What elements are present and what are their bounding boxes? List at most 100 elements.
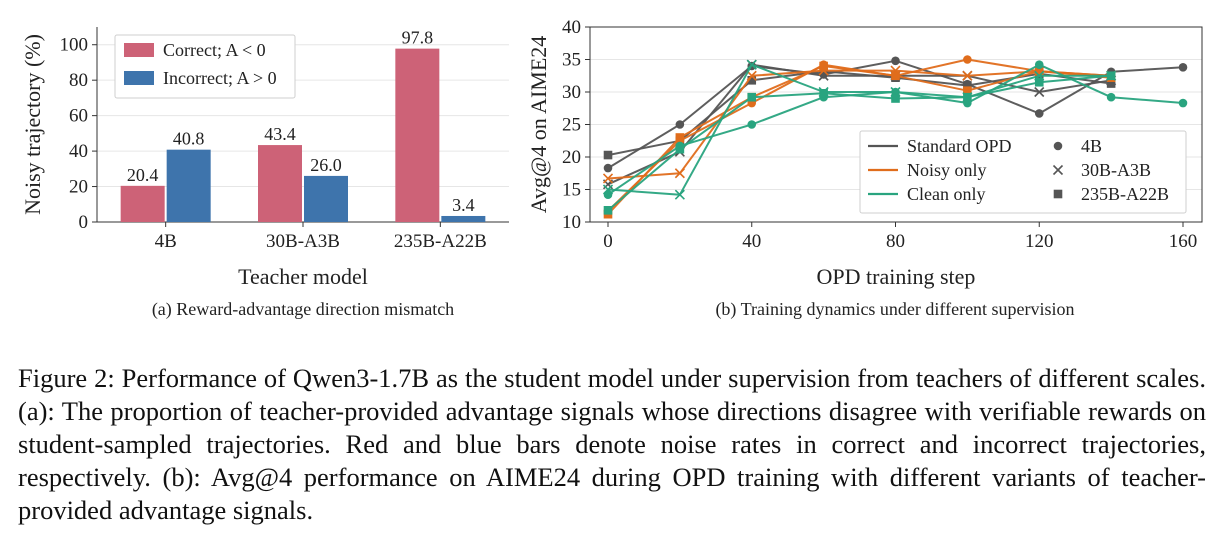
panel-caption-b: (b) Training dynamics under different su… xyxy=(715,299,1074,320)
data-point-square xyxy=(1106,79,1116,88)
data-point-circle xyxy=(603,163,613,173)
data-point-square xyxy=(603,206,613,215)
data-point-x xyxy=(962,70,973,81)
y-tick-label: 20 xyxy=(69,177,88,198)
bar xyxy=(441,215,486,222)
legend-label: Clean only xyxy=(907,184,986,204)
data-point-circle xyxy=(1178,98,1188,108)
data-point-x xyxy=(746,70,757,81)
data-point-circle xyxy=(1034,109,1044,118)
x-tick-label: 235B-A22B xyxy=(394,231,487,252)
data-point-circle xyxy=(1178,63,1188,72)
data-point-circle xyxy=(1106,92,1116,102)
x-tick-label: 80 xyxy=(886,231,905,252)
series-line xyxy=(607,65,1112,215)
bar xyxy=(258,145,302,222)
data-point-square xyxy=(675,133,685,142)
legend-swatch xyxy=(124,71,154,85)
data-point-x xyxy=(1034,86,1045,98)
data-point-square xyxy=(963,81,972,90)
legend-label: Standard OPD xyxy=(907,136,1012,156)
data-point-circle xyxy=(747,120,757,129)
legend-box xyxy=(114,34,296,99)
x-tick-label: 4B xyxy=(155,231,177,252)
bar-value-label: 20.4 xyxy=(127,165,159,185)
data-point-x xyxy=(674,189,685,200)
data-point-square xyxy=(963,86,972,95)
y-tick-label: 40 xyxy=(562,17,581,38)
data-point-circle xyxy=(1034,60,1044,69)
data-point-square xyxy=(1034,77,1044,87)
y-tick-label: 25 xyxy=(562,115,581,136)
bar xyxy=(120,185,165,222)
data-point-circle xyxy=(891,56,900,66)
data-point-square xyxy=(819,61,828,71)
data-point-square xyxy=(603,150,613,160)
data-point-circle xyxy=(963,55,972,64)
data-point-circle xyxy=(675,120,685,129)
x-tick-label: 120 xyxy=(1025,231,1054,252)
y-tick-label: 10 xyxy=(562,212,581,233)
y-axis-label: Noisy trajectory (%) xyxy=(20,34,45,215)
data-point-square xyxy=(891,71,900,81)
data-point-square xyxy=(747,92,757,102)
data-point-square xyxy=(891,94,900,103)
series-line xyxy=(607,74,1112,212)
legend-label: Correct; A < 0 xyxy=(163,40,266,60)
x-axis-label: OPD training step xyxy=(817,264,976,289)
data-point-x xyxy=(1052,164,1064,176)
data-point-square xyxy=(1034,66,1044,76)
data-point-square xyxy=(963,92,972,102)
data-point-x xyxy=(746,59,757,70)
data-point-x xyxy=(674,168,685,179)
x-tick-label: 160 xyxy=(1169,231,1198,252)
line-chart-panel: 10 15 20 25 30 35 40 0 40 80 120 160 OPD training st… xyxy=(526,17,1203,320)
bar-chart-panel: 0 20 40 60 80 100 20.4 40.8 4B 43.4 26.0 30B-A3B 97.… xyxy=(20,27,509,320)
legend-label: 30B-A3B xyxy=(1081,160,1151,180)
plot-frame xyxy=(589,26,1203,223)
legend-swatch xyxy=(124,43,154,57)
legend-label: 4B xyxy=(1081,136,1102,156)
data-point-circle xyxy=(1053,141,1063,151)
caption-text: Performance of Qwen3-1.7B as the student… xyxy=(18,363,1206,525)
legend-label: Incorrect; A > 0 xyxy=(163,68,277,88)
y-tick-label: 80 xyxy=(69,70,88,91)
bar xyxy=(166,149,211,222)
x-axis-label: Teacher model xyxy=(238,264,368,289)
bar-value-label: 3.4 xyxy=(452,195,475,215)
data-point-square xyxy=(747,76,757,85)
caption-label: Figure 2: xyxy=(18,363,115,393)
figure-caption: Figure 2: Performance of Qwen3-1.7B as t… xyxy=(18,362,1206,527)
panel-caption-a: (a) Reward-advantage direction mismatch xyxy=(152,299,454,320)
bar xyxy=(395,48,440,222)
bar xyxy=(304,175,348,222)
series-line xyxy=(607,63,1112,186)
data-point-square xyxy=(1053,189,1063,199)
y-tick-label: 60 xyxy=(69,106,88,127)
y-tick-label: 100 xyxy=(60,35,89,56)
y-tick-label: 20 xyxy=(562,147,581,168)
bar-value-label: 40.8 xyxy=(173,129,205,149)
y-tick-label: 40 xyxy=(69,141,88,162)
bar-value-label: 97.8 xyxy=(402,28,434,48)
bar-value-label: 26.0 xyxy=(310,155,342,175)
legend-box xyxy=(859,130,1187,214)
x-tick-label: 30B-A3B xyxy=(266,231,340,252)
y-tick-label: 0 xyxy=(79,212,89,233)
x-tick-label: 40 xyxy=(742,231,761,252)
bar-value-label: 43.4 xyxy=(264,124,296,144)
y-tick-label: 15 xyxy=(562,180,581,201)
data-point-square xyxy=(819,89,828,98)
data-point-x xyxy=(602,173,614,184)
y-tick-label: 30 xyxy=(562,82,581,103)
data-point-x xyxy=(602,184,614,195)
legend-label: 235B-A22B xyxy=(1081,184,1169,204)
y-tick-label: 35 xyxy=(562,50,581,71)
data-point-square xyxy=(1106,71,1116,81)
data-point-square xyxy=(675,144,685,154)
figure-canvas: 02040608010020.440.84B43.426.030B-A3B97.… xyxy=(20,17,1203,320)
y-axis-label: Avg@4 on AIME24 xyxy=(526,36,551,214)
x-tick-label: 0 xyxy=(603,231,613,252)
legend-label: Noisy only xyxy=(907,160,987,180)
series-line xyxy=(607,63,1112,196)
